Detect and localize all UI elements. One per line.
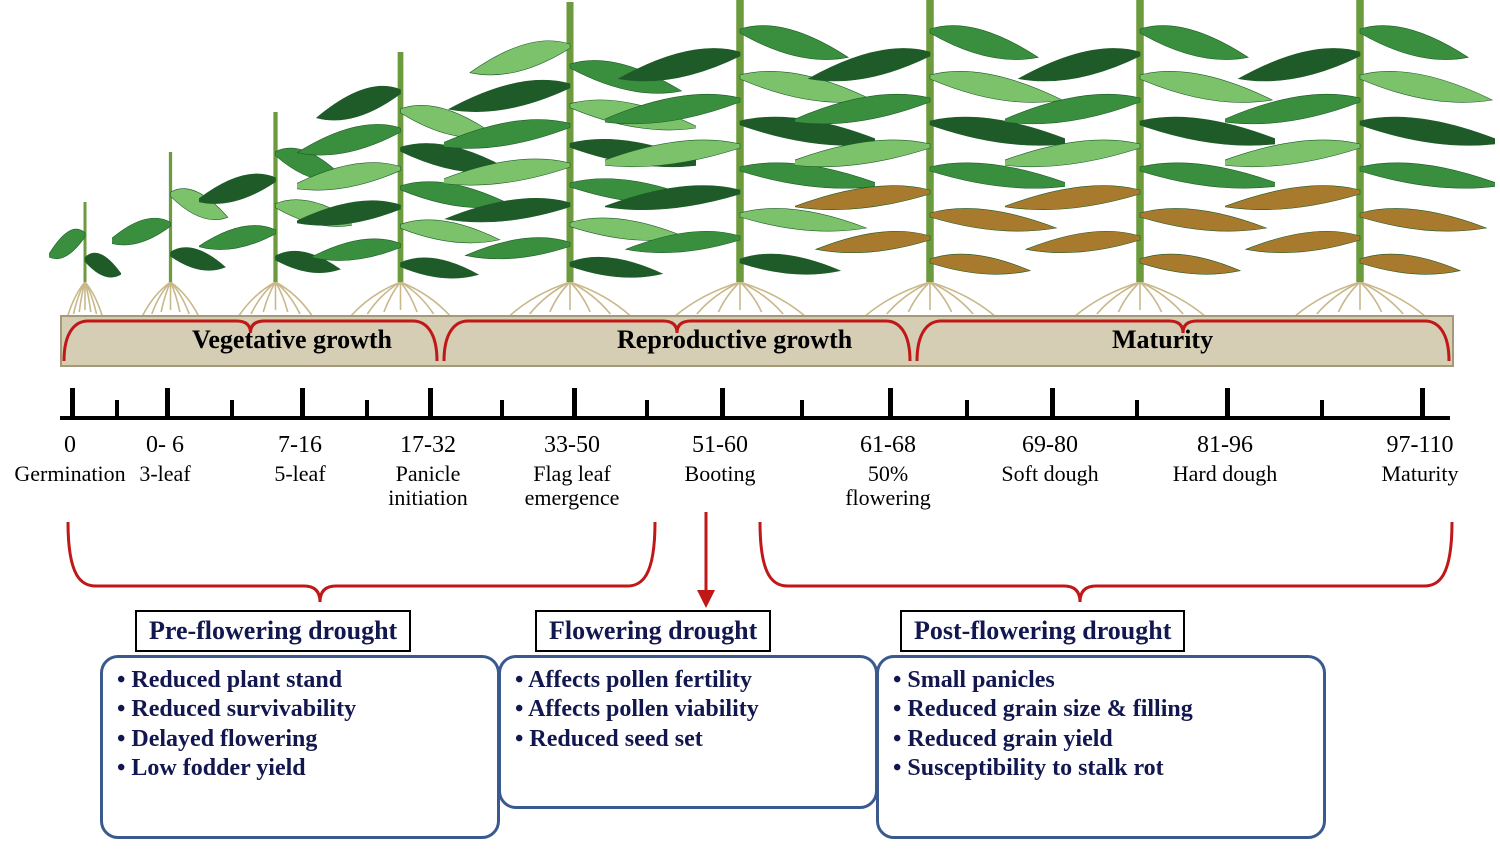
drought-effect: Reduced seed set xyxy=(515,725,865,754)
drought-effect: Affects pollen fertility xyxy=(515,666,865,695)
drought-effects-list: Reduced plant standReduced survivability… xyxy=(117,666,487,783)
drought-effect: Affects pollen viability xyxy=(515,695,865,724)
drought-effects-list: Small paniclesReduced grain size & filli… xyxy=(893,666,1313,783)
drought-title: Pre-flowering drought xyxy=(135,610,411,652)
drought-effects-list: Affects pollen fertilityAffects pollen v… xyxy=(515,666,865,754)
diagram-root: Vegetative growth Reproductive growth Ma… xyxy=(0,0,1500,860)
drought-title: Post-flowering drought xyxy=(900,610,1185,652)
drought-effect: Reduced grain size & filling xyxy=(893,695,1313,724)
drought-effect: Reduced survivability xyxy=(117,695,487,724)
drought-effect: Low fodder yield xyxy=(117,754,487,783)
drought-effects-box: Reduced plant standReduced survivability… xyxy=(100,655,500,839)
drought-effect: Delayed flowering xyxy=(117,725,487,754)
drought-effects-box: Affects pollen fertilityAffects pollen v… xyxy=(498,655,878,809)
drought-effect: Small panicles xyxy=(893,666,1313,695)
drought-layer: Pre-flowering drought Reduced plant stand… xyxy=(0,0,1500,860)
drought-effects-box: Small paniclesReduced grain size & filli… xyxy=(876,655,1326,839)
drought-effect: Reduced plant stand xyxy=(117,666,487,695)
drought-title: Flowering drought xyxy=(535,610,771,652)
drought-effect: Susceptibility to stalk rot xyxy=(893,754,1313,783)
drought-effect: Reduced grain yield xyxy=(893,725,1313,754)
